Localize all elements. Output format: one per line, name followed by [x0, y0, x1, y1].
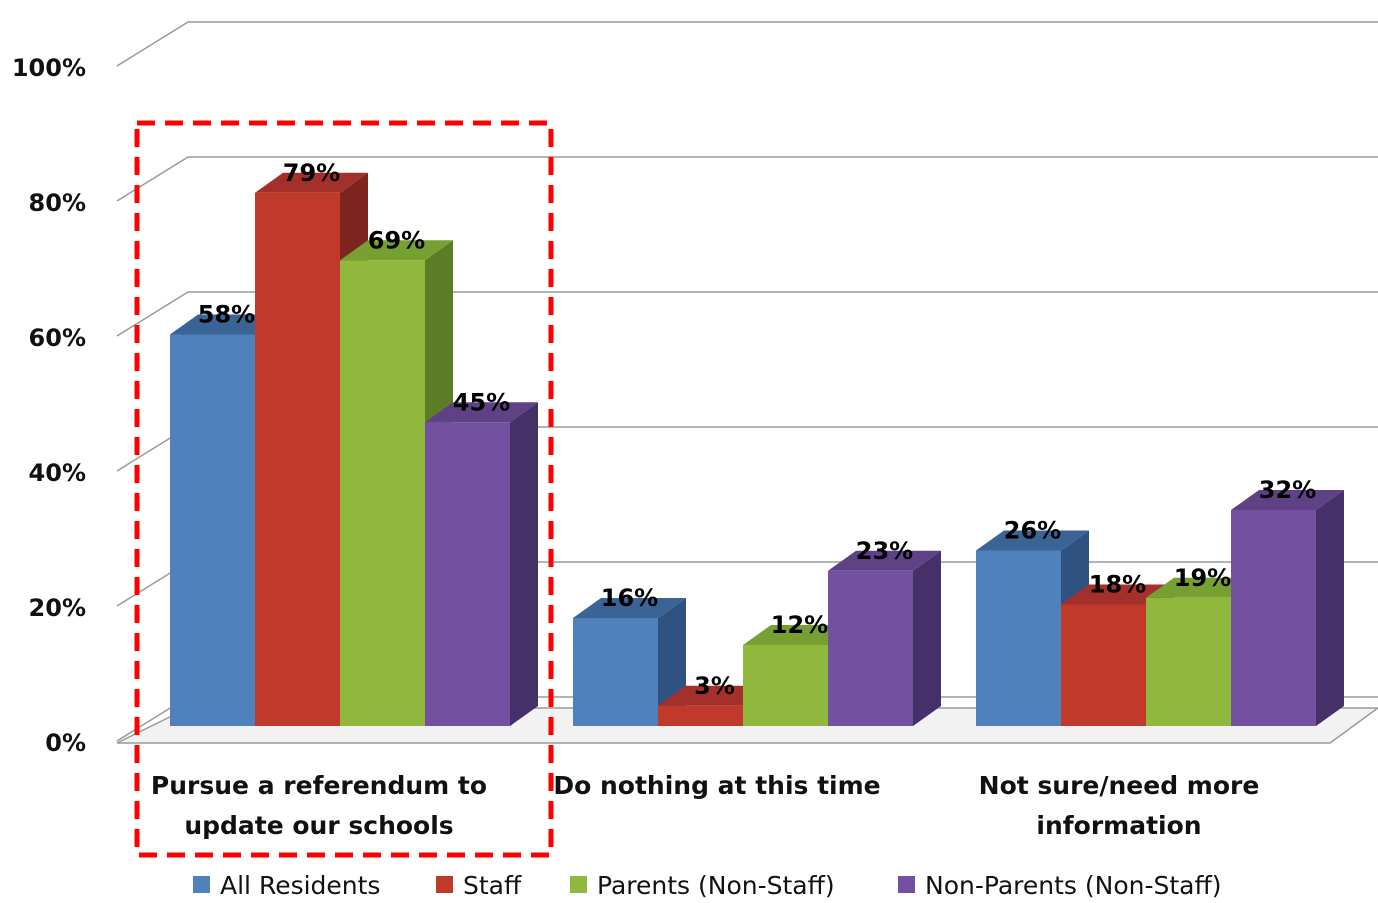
gridline-60 — [116, 291, 1378, 337]
legend-swatch — [193, 876, 210, 893]
legend-label: Staff — [463, 871, 522, 900]
data-label: 58% — [198, 301, 255, 329]
data-label: 3% — [694, 672, 735, 700]
legend-item: Parents (Non-Staff) — [570, 871, 835, 900]
bar-front — [658, 705, 743, 726]
highlight-box — [134, 120, 554, 858]
data-label: 12% — [771, 611, 828, 639]
data-labels: 58% 79% 69% 45% 16% 3% 12% 23% 26% 18% 19% 32% — [198, 159, 1316, 700]
bar — [658, 685, 771, 726]
legend-label: All Residents — [220, 871, 380, 900]
bar-top — [1146, 577, 1259, 598]
data-label: 23% — [856, 537, 913, 565]
data-label: 32% — [1259, 476, 1316, 504]
bar-side — [510, 402, 538, 726]
y-axis-ticks: 0% 20% 40% 60% 80% 100% — [12, 54, 86, 757]
bar-front — [828, 570, 913, 726]
bar — [340, 240, 453, 726]
y-tick-label: 80% — [29, 189, 86, 217]
bar — [828, 550, 941, 726]
legend-label: Non-Parents (Non-Staff) — [925, 871, 1221, 900]
bar-front — [573, 618, 658, 726]
bar-front — [425, 422, 510, 726]
bar-front — [340, 260, 425, 726]
legend-swatch — [898, 876, 915, 893]
category-label: update our schools — [184, 811, 453, 840]
y-tick-label: 40% — [29, 459, 86, 487]
bar-front — [743, 645, 828, 726]
legend-swatch — [436, 876, 453, 893]
bar-top — [425, 402, 538, 423]
bar-top — [976, 530, 1089, 551]
bar-top — [255, 172, 368, 193]
bar-front — [976, 550, 1061, 726]
bar-front — [255, 192, 340, 726]
bar-top — [170, 314, 283, 335]
legend-label: Parents (Non-Staff) — [597, 871, 835, 900]
bar-top — [1231, 490, 1344, 510]
y-tick-label: 20% — [29, 594, 86, 622]
bar-top — [1061, 584, 1174, 605]
legend-swatch — [570, 876, 587, 893]
category-label: Pursue a referendum to — [151, 771, 487, 800]
y-tick-label: 60% — [29, 324, 86, 352]
bar-front — [1231, 510, 1316, 726]
bar — [425, 402, 538, 726]
bar-top — [340, 240, 453, 261]
bar-side — [1316, 490, 1344, 726]
category-labels: Pursue a referendum to update our schools… — [151, 771, 1259, 840]
legend: All Residents Staff Parents (Non-Staff) Non… — [193, 871, 1221, 900]
category-label: Not sure/need more — [979, 771, 1260, 800]
bar-top — [743, 625, 856, 645]
bar-top — [828, 550, 941, 571]
data-label: 18% — [1089, 571, 1146, 599]
bars — [170, 172, 1344, 726]
bar-front — [1146, 597, 1231, 726]
bar-front — [170, 334, 255, 726]
data-label: 45% — [453, 388, 510, 416]
legend-item: Non-Parents (Non-Staff) — [898, 871, 1221, 900]
category-label: information — [1036, 811, 1201, 840]
bar — [1231, 490, 1344, 726]
bar-top — [658, 685, 771, 706]
data-label: 79% — [283, 159, 340, 187]
gridline-100 — [116, 21, 1378, 67]
bar-top — [573, 598, 686, 618]
legend-item: Staff — [436, 871, 522, 900]
y-tick-label: 100% — [12, 54, 86, 82]
legend-item: All Residents — [193, 871, 380, 900]
y-tick-label: 0% — [45, 729, 86, 757]
data-label: 69% — [368, 226, 425, 254]
gridline-80 — [116, 156, 1378, 202]
data-label: 26% — [1004, 517, 1061, 545]
category-label: Do nothing at this time — [553, 771, 880, 800]
bar-side — [913, 550, 941, 726]
bar-front — [1061, 604, 1146, 726]
data-label: 19% — [1174, 564, 1231, 592]
data-label: 16% — [601, 584, 658, 612]
